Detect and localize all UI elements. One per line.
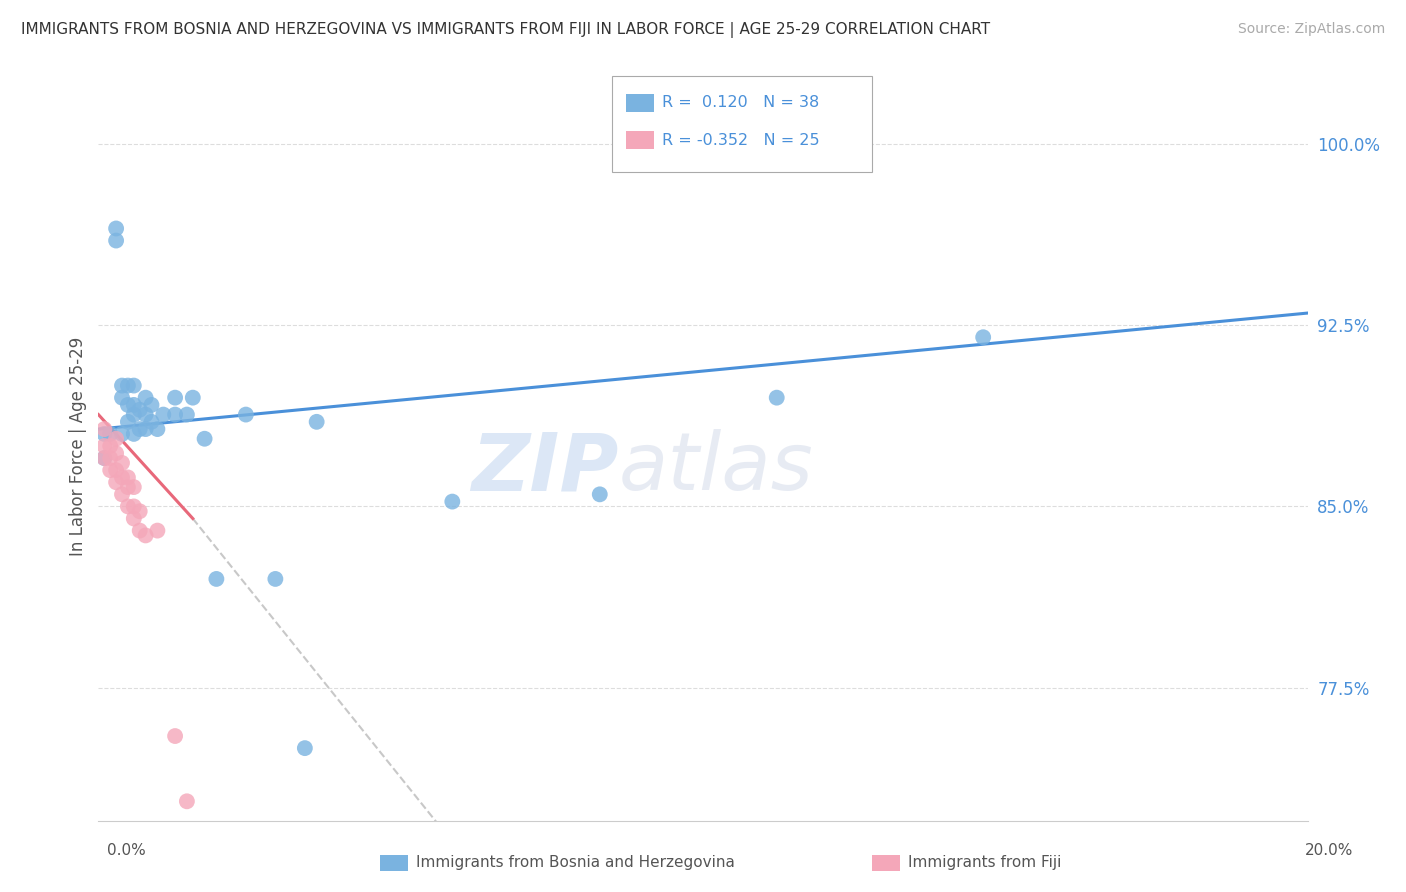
Point [117,415,139,429]
Point [122,378,145,392]
Point [93,439,115,453]
Point [105,463,128,477]
Point [294,741,316,756]
Point [105,446,128,460]
Point [152,408,174,422]
Point [165,408,187,422]
Point [441,494,464,508]
Text: Immigrants from Fiji: Immigrants from Fiji [908,855,1062,870]
Point [135,391,157,405]
Point [122,426,145,441]
Point [305,415,328,429]
Point [128,504,150,518]
Text: Source: ZipAtlas.com: Source: ZipAtlas.com [1237,22,1385,37]
Point [98,463,121,477]
Point [105,432,128,446]
Point [111,456,134,470]
Point [117,470,139,484]
Point [128,524,150,538]
Point [128,422,150,436]
Text: R =  0.120   N = 38: R = 0.120 N = 38 [662,95,820,110]
Point [111,470,134,484]
Point [765,391,787,405]
Point [111,426,134,441]
Y-axis label: In Labor Force | Age 25-29: In Labor Force | Age 25-29 [69,336,87,556]
Point [111,378,134,392]
Point [235,408,257,422]
Text: atlas: atlas [619,429,813,508]
Point [176,408,198,422]
Point [146,524,169,538]
Point [141,398,163,412]
Point [122,511,145,525]
Point [972,330,994,344]
Point [128,402,150,417]
Text: 20.0%: 20.0% [1305,843,1353,858]
Point [111,487,134,501]
Text: R = -0.352   N = 25: R = -0.352 N = 25 [662,133,820,147]
Point [98,426,121,441]
Text: 0.0%: 0.0% [107,843,146,858]
Point [98,439,121,453]
Point [117,378,139,392]
Point [111,391,134,405]
Text: IMMIGRANTS FROM BOSNIA AND HERZEGOVINA VS IMMIGRANTS FROM FIJI IN LABOR FORCE | : IMMIGRANTS FROM BOSNIA AND HERZEGOVINA V… [21,22,990,38]
Point [589,487,612,501]
Point [176,794,198,808]
Point [122,480,145,494]
Point [122,408,145,422]
Point [141,415,163,429]
Point [93,451,115,466]
Text: Immigrants from Bosnia and Herzegovina: Immigrants from Bosnia and Herzegovina [416,855,735,870]
Point [117,480,139,494]
Point [93,422,115,436]
Point [194,432,217,446]
Point [181,391,204,405]
Point [135,408,157,422]
Point [105,475,128,490]
Point [135,528,157,542]
Point [93,451,115,466]
Point [205,572,228,586]
Point [122,500,145,514]
Text: ZIP: ZIP [471,429,619,508]
Point [165,391,187,405]
Point [117,500,139,514]
Point [105,234,128,248]
Point [165,729,187,743]
Point [135,422,157,436]
Point [264,572,287,586]
Point [105,221,128,235]
Point [93,426,115,441]
Point [117,398,139,412]
Point [146,422,169,436]
Point [122,398,145,412]
Point [98,451,121,466]
